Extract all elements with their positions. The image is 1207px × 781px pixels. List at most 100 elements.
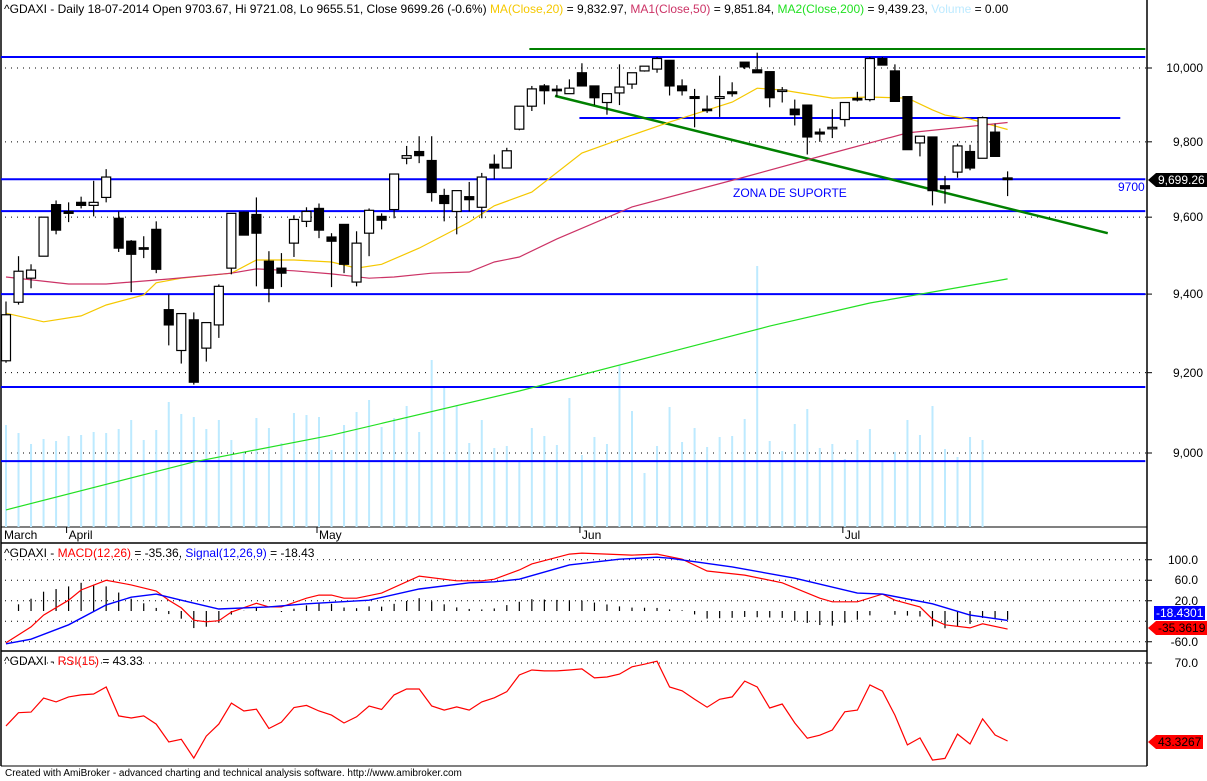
volume-bar: [305, 415, 308, 527]
candle-up: [13, 270, 24, 303]
candle-down: [852, 97, 863, 101]
month-label-jun: Jun: [581, 528, 602, 542]
candle-up: [564, 87, 575, 95]
candle-up: [839, 101, 850, 121]
volume-bar: [67, 436, 70, 527]
candle-down: [551, 88, 562, 92]
macd-tick-label: 100.0: [1167, 552, 1198, 567]
volume-bar: [155, 430, 158, 527]
volume-bar: [668, 407, 671, 527]
rsi-line: [5, 660, 1008, 761]
candle-down: [238, 211, 249, 236]
volume-bar: [5, 425, 7, 527]
volume-bar: [768, 441, 771, 527]
candle-down: [376, 215, 387, 221]
macd-line: [5, 552, 1008, 644]
volume-bar: [743, 419, 746, 527]
candle-down: [138, 247, 149, 250]
volume-bar: [17, 433, 20, 527]
volume-bar: [931, 406, 934, 527]
volume-bar: [656, 446, 659, 527]
candle-up: [651, 57, 663, 70]
volume-bar: [756, 266, 759, 527]
macd-prefix: ^GDAXI -: [4, 546, 58, 560]
rsi-legend: RSI(15): [57, 654, 99, 668]
volume-bar: [205, 429, 208, 527]
rsi-tick-label: 70.0: [1174, 656, 1198, 670]
last-price-tag: 9,699.26: [1156, 173, 1207, 187]
candle-down: [489, 163, 500, 169]
downtrend-line: [554, 94, 1109, 235]
candle-up: [777, 89, 788, 93]
month-label-may: May: [319, 528, 342, 542]
rsi-value: = 43.33: [98, 654, 143, 668]
volume-bar: [731, 436, 734, 527]
ma200-value: = 9,439.23,: [864, 2, 932, 16]
volume-bar: [368, 400, 371, 527]
volume-bar: [393, 418, 396, 527]
candle-down: [939, 185, 951, 190]
volume-value: = 0.00: [971, 2, 1009, 16]
volume-bar: [480, 420, 483, 527]
candle-down: [927, 136, 938, 192]
volume-bar: [55, 441, 58, 527]
signal-value: = -18.43: [266, 546, 315, 560]
volume-bar: [330, 450, 333, 527]
candle-up: [601, 93, 613, 104]
candle-down: [814, 131, 825, 135]
candle-down: [802, 104, 813, 138]
price-tick-label: 9,600: [1172, 210, 1203, 225]
candle-up: [201, 321, 212, 349]
volume-bar: [868, 429, 871, 527]
candle-up: [639, 65, 650, 72]
candle-up: [514, 105, 525, 130]
candle-up: [614, 86, 625, 94]
candle-up: [476, 176, 487, 208]
candle-up: [363, 209, 375, 234]
candle-up: [626, 72, 638, 85]
month-label-march: March: [4, 528, 38, 542]
candle-down: [889, 70, 901, 103]
macd-value: = -35.36,: [131, 546, 186, 560]
volume-bar: [42, 439, 45, 527]
candle-up: [101, 176, 112, 199]
volume-bar: [969, 437, 972, 527]
candle-up: [0, 314, 12, 362]
volume-bar: [956, 457, 959, 527]
candle-down: [576, 72, 588, 87]
candle-down: [188, 319, 199, 383]
level-9700-label: 9700: [1118, 180, 1145, 194]
volume-bar: [631, 411, 633, 527]
volume-bar: [906, 420, 909, 527]
volume-bar: [117, 429, 120, 527]
quote-summary: ^GDAXI - Daily 18-07-2014 Open 9703.67, …: [4, 2, 490, 16]
candle-down: [464, 196, 475, 201]
candle-down: [326, 236, 337, 242]
volume-bar: [217, 420, 220, 527]
candle-up: [914, 135, 926, 144]
volume-bar: [255, 418, 258, 527]
candle-up: [213, 285, 224, 326]
ma50-legend: MA1(Close,50): [630, 2, 711, 16]
footer-credit: Created with AmiBroker - advanced charti…: [5, 768, 462, 779]
volume-bar: [618, 365, 621, 527]
volume-bar: [493, 448, 496, 527]
candle-up: [288, 218, 300, 244]
volume-bar: [167, 402, 170, 527]
candle-down: [263, 260, 275, 289]
volume-bar: [856, 440, 859, 527]
candle-up: [38, 216, 49, 257]
volume-bar: [605, 444, 608, 527]
candle-down: [752, 69, 763, 74]
macd-legend: MACD(12,26): [57, 546, 131, 560]
signal-line: [5, 556, 1008, 645]
candle-up: [864, 57, 875, 101]
price-tick-label: 9,000: [1172, 445, 1203, 460]
candle-up: [714, 96, 725, 100]
candle-down: [902, 96, 913, 151]
price-tick-label: 9,200: [1172, 365, 1203, 380]
candle-down: [426, 159, 437, 194]
candle-down: [113, 217, 124, 249]
volume-bar: [443, 388, 446, 527]
